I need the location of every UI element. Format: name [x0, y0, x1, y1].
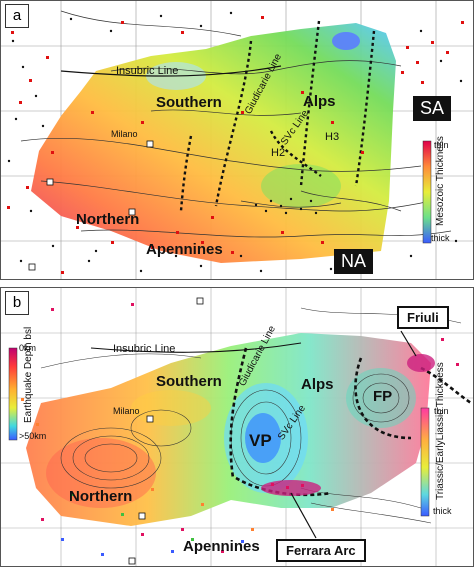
map-panel-a: a Insubric Line Southern Alps Northern A… [0, 0, 474, 280]
panel-label: a [5, 4, 29, 28]
depth-legend-title: Earthquake Depth bsl [23, 326, 34, 423]
dashed-structures [229, 347, 472, 497]
region-southern-label: Southern [156, 373, 222, 390]
panel-label: b [5, 291, 29, 315]
legend-thin-label: thin [434, 406, 449, 416]
depth-legend-top-label: 0km [19, 343, 37, 353]
panel-a-map-graphic [1, 1, 473, 279]
callout-friuli: Friuli [397, 306, 449, 329]
region-southern-label: Southern [156, 94, 222, 111]
callout-ferrara-arc: Ferrara Arc [276, 539, 366, 562]
badge-sa: SA [413, 96, 452, 121]
region-northern-label: Northern [76, 211, 140, 228]
badge-na: NA [334, 249, 374, 274]
region-apennines-label: Apennines [146, 241, 223, 258]
insubric-line-trace [60, 65, 282, 77]
depth-legend-bottom-label: >50km [19, 431, 47, 441]
insubric-line-label: Insubric Line [116, 65, 179, 77]
legend-thick-label: thick [433, 506, 452, 516]
insubric-line-label: Insubric Line [113, 343, 176, 355]
region-northern-label: Northern [69, 488, 133, 505]
legend-thick-label: thick [431, 233, 450, 243]
insubric-line-trace [90, 342, 302, 353]
legend-title: Mesozoic Thickness [435, 136, 446, 226]
seismicity-points [7, 11, 464, 274]
region-apennines-label: Apennines [183, 538, 260, 555]
panel-b-map-graphic [1, 288, 473, 566]
city-milano-label: Milano [113, 406, 140, 416]
fp-label: FP [373, 388, 393, 405]
city-milano-label: Milano [111, 129, 138, 139]
legend-thin-label: thin [434, 140, 449, 150]
thickness-legend-title: Triassic/EarlyLiassic Thickness [435, 362, 446, 500]
map-panel-b: b 0km >50km Earthquake Depth bsl Insubri… [0, 287, 474, 567]
fault-lines [20, 10, 452, 238]
vp-label: VP [249, 431, 272, 450]
region-alps-label: Alps [301, 376, 334, 393]
region-alps-label: Alps [303, 93, 336, 110]
seismicity-points [21, 303, 459, 556]
h2-label: H2 [271, 147, 286, 159]
thickness-legend-bar [420, 407, 430, 517]
h3-label: H3 [325, 131, 340, 143]
thickness-legend-bar [422, 140, 432, 244]
dashed-structures [179, 20, 376, 212]
depth-legend-bar [8, 347, 18, 441]
